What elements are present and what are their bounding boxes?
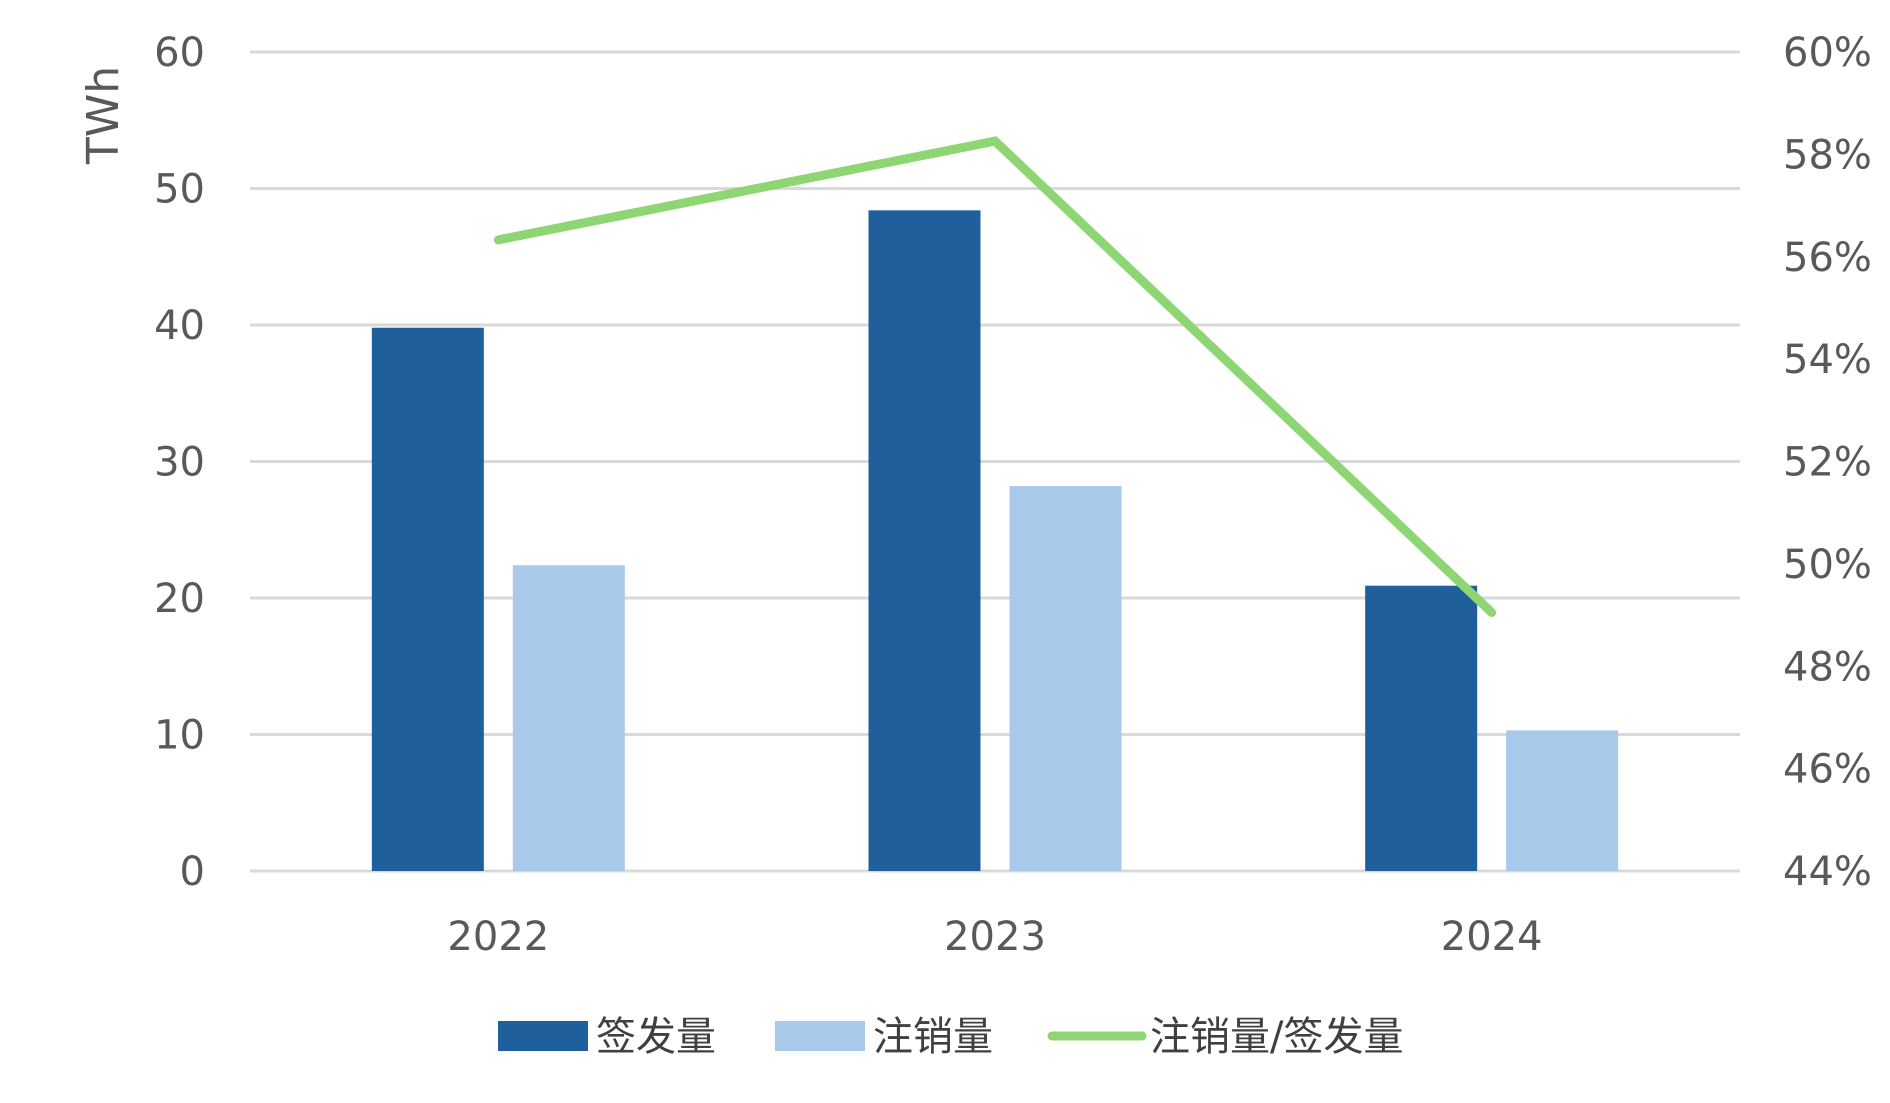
bars: [371, 210, 1619, 872]
x-axis-ticks: 2022 2023 2024: [447, 914, 1542, 960]
y-tick-label: 0: [180, 849, 205, 895]
right-axis-ticks: 44% 46% 48% 50% 52% 54% 56% 58% 60%: [1783, 30, 1872, 895]
gridlines: [250, 50, 1740, 873]
legend-label-ratio: 注销量/签发量: [1150, 1014, 1403, 1060]
y2-tick-label: 58%: [1783, 132, 1872, 178]
x-tick-label: 2023: [944, 914, 1046, 960]
y2-tick-label: 52%: [1783, 440, 1872, 486]
y2-tick-label: 56%: [1783, 235, 1872, 281]
y-tick-label: 40: [154, 303, 205, 349]
bar-cancelled-2023: [1009, 486, 1122, 871]
bar-issued-2023: [868, 210, 981, 872]
bar-issued-2022: [371, 327, 484, 872]
bar-issued-2024: [1365, 585, 1478, 871]
legend-swatch-issued: [498, 1021, 588, 1051]
y2-tick-label: 54%: [1783, 337, 1872, 383]
left-axis-ticks: 0 10 20 30 40 50 60: [154, 30, 205, 895]
legend: 签发量 注销量 注销量/签发量: [498, 1014, 1403, 1060]
bar-cancelled-2024: [1506, 730, 1619, 871]
y2-tick-label: 48%: [1783, 644, 1872, 690]
legend-swatch-cancelled: [775, 1021, 865, 1051]
y-tick-label: 10: [154, 713, 205, 759]
x-tick-label: 2022: [447, 914, 549, 960]
ratio-line: [493, 136, 1497, 618]
ratio-series-line: [493, 136, 1497, 618]
y2-tick-label: 44%: [1783, 849, 1872, 895]
y2-tick-label: 46%: [1783, 747, 1872, 793]
y-axis-title: TWh: [78, 66, 129, 165]
legend-label-cancelled: 注销量: [873, 1014, 993, 1060]
y2-tick-label: 50%: [1783, 542, 1872, 588]
legend-label-issued: 签发量: [596, 1014, 716, 1060]
y-tick-label: 30: [154, 440, 205, 486]
y-tick-label: 60: [154, 30, 205, 76]
y-tick-label: 20: [154, 576, 205, 622]
bar-cancelled-2022: [512, 565, 625, 871]
y2-tick-label: 60%: [1783, 30, 1872, 76]
x-tick-label: 2024: [1441, 914, 1543, 960]
y-tick-label: 50: [154, 167, 205, 213]
